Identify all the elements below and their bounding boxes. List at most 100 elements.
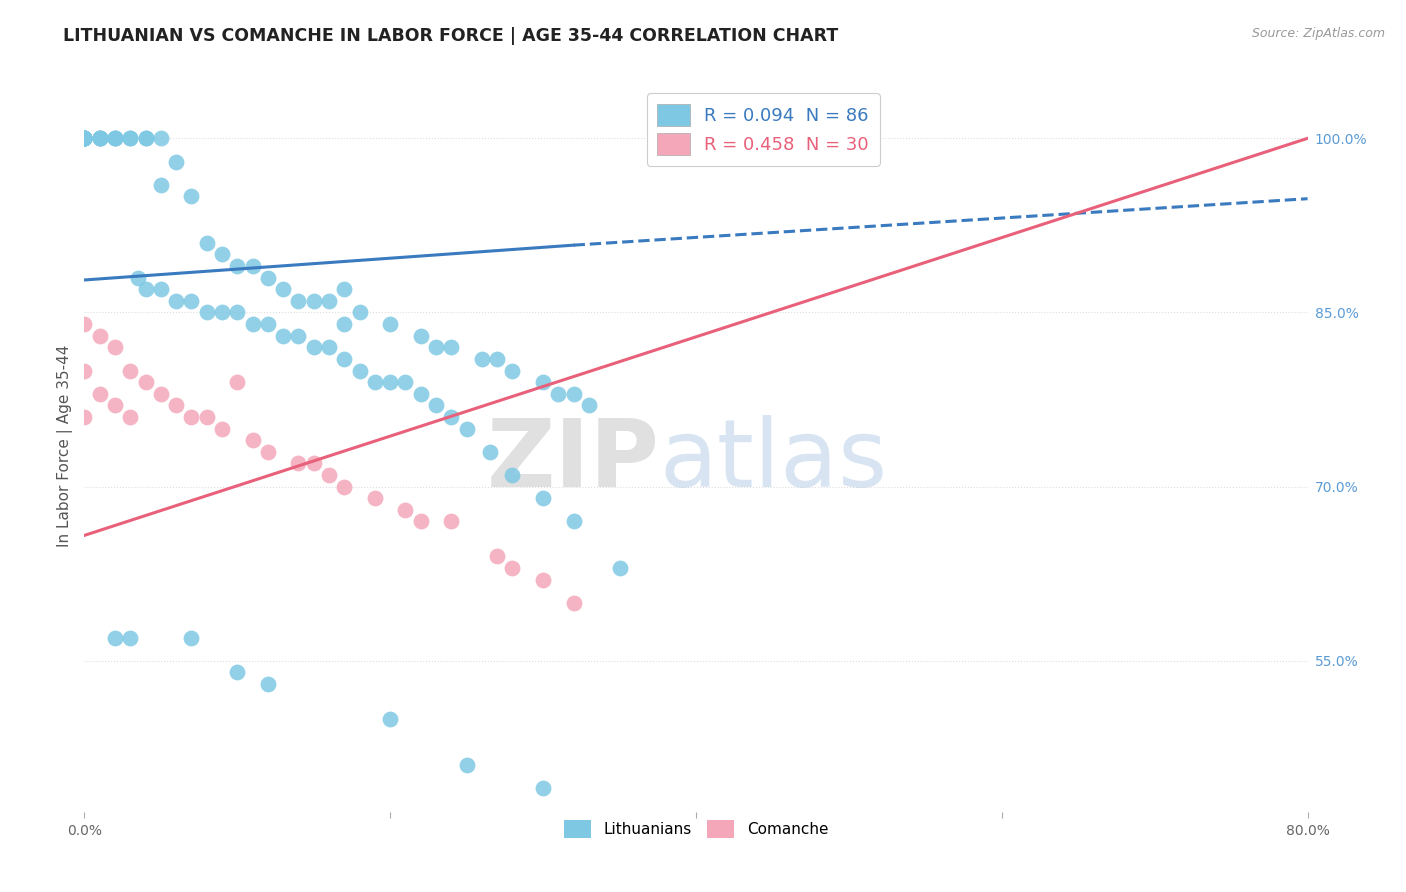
Point — [149, 282, 172, 296]
Point — [73, 131, 96, 145]
Point — [195, 235, 218, 250]
Point — [302, 457, 325, 471]
Point — [135, 131, 157, 145]
Point — [135, 131, 157, 145]
Point — [578, 398, 600, 412]
Point — [226, 305, 249, 319]
Point — [562, 596, 585, 610]
Point — [211, 421, 233, 435]
Point — [180, 409, 202, 424]
Point — [104, 131, 127, 145]
Point — [73, 131, 96, 145]
Point — [120, 631, 142, 645]
Point — [531, 573, 554, 587]
Point — [333, 351, 356, 366]
Point — [73, 363, 96, 377]
Point — [149, 131, 172, 145]
Point — [531, 781, 554, 796]
Text: Source: ZipAtlas.com: Source: ZipAtlas.com — [1251, 27, 1385, 40]
Point — [425, 398, 447, 412]
Point — [120, 409, 142, 424]
Point — [73, 131, 96, 145]
Point — [380, 317, 402, 331]
Point — [73, 131, 96, 145]
Point — [89, 386, 111, 401]
Point — [409, 386, 432, 401]
Text: LITHUANIAN VS COMANCHE IN LABOR FORCE | AGE 35-44 CORRELATION CHART: LITHUANIAN VS COMANCHE IN LABOR FORCE | … — [63, 27, 838, 45]
Point — [211, 247, 233, 261]
Point — [73, 131, 96, 145]
Point — [226, 259, 249, 273]
Point — [149, 386, 172, 401]
Point — [271, 328, 294, 343]
Point — [242, 317, 264, 331]
Point — [271, 282, 294, 296]
Point — [242, 433, 264, 447]
Point — [104, 631, 127, 645]
Point — [486, 549, 509, 564]
Point — [149, 178, 172, 192]
Point — [257, 270, 280, 285]
Point — [211, 305, 233, 319]
Point — [333, 480, 356, 494]
Point — [127, 270, 149, 285]
Point — [478, 445, 501, 459]
Point — [440, 515, 463, 529]
Point — [440, 409, 463, 424]
Point — [394, 503, 416, 517]
Point — [318, 293, 340, 308]
Point — [73, 131, 96, 145]
Legend: Lithuanians, Comanche: Lithuanians, Comanche — [558, 814, 834, 845]
Point — [73, 131, 96, 145]
Point — [89, 328, 111, 343]
Point — [456, 758, 478, 772]
Point — [73, 131, 96, 145]
Point — [257, 677, 280, 691]
Point — [364, 375, 387, 389]
Point — [425, 340, 447, 354]
Point — [471, 351, 494, 366]
Point — [531, 375, 554, 389]
Point — [104, 340, 127, 354]
Point — [349, 305, 371, 319]
Point — [380, 712, 402, 726]
Point — [135, 282, 157, 296]
Point — [89, 131, 111, 145]
Point — [547, 386, 569, 401]
Point — [120, 131, 142, 145]
Point — [502, 468, 524, 483]
Point — [73, 131, 96, 145]
Point — [73, 131, 96, 145]
Point — [73, 131, 96, 145]
Point — [333, 282, 356, 296]
Point — [409, 515, 432, 529]
Point — [89, 131, 111, 145]
Point — [562, 515, 585, 529]
Point — [104, 131, 127, 145]
Point — [502, 363, 524, 377]
Point — [135, 375, 157, 389]
Point — [440, 340, 463, 354]
Point — [104, 398, 127, 412]
Point — [486, 351, 509, 366]
Point — [380, 375, 402, 389]
Point — [73, 131, 96, 145]
Point — [302, 293, 325, 308]
Point — [364, 491, 387, 506]
Point — [287, 457, 309, 471]
Point — [73, 317, 96, 331]
Point — [165, 293, 187, 308]
Point — [609, 561, 631, 575]
Point — [120, 131, 142, 145]
Point — [531, 491, 554, 506]
Point — [287, 328, 309, 343]
Point — [318, 468, 340, 483]
Point — [89, 131, 111, 145]
Point — [318, 340, 340, 354]
Point — [120, 363, 142, 377]
Point — [180, 293, 202, 308]
Point — [349, 363, 371, 377]
Point — [242, 259, 264, 273]
Point — [226, 665, 249, 680]
Text: ZIP: ZIP — [486, 415, 659, 507]
